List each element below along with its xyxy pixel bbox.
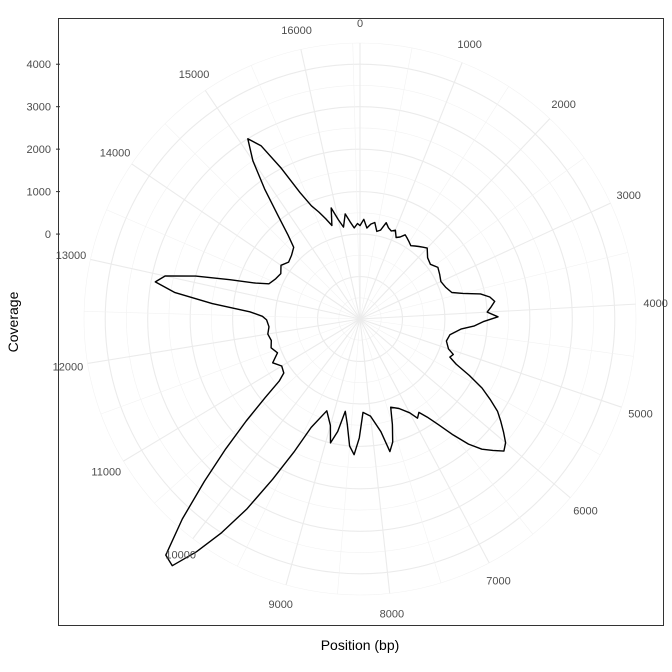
- angular-minor-gridline: [352, 43, 361, 320]
- angular-major-gridline: [359, 318, 571, 499]
- angular-major-gridline: [300, 49, 361, 320]
- angle-tick-label: 10000: [165, 550, 196, 562]
- angle-tick-label: 8000: [380, 608, 404, 620]
- angular-minor-gridline: [106, 209, 361, 320]
- angular-major-gridline: [359, 318, 490, 564]
- angular-major-gridline: [204, 90, 361, 320]
- angle-tick-label: 12000: [53, 362, 84, 374]
- radius-tick-label: 0: [45, 229, 51, 241]
- angular-minor-gridline: [359, 157, 585, 320]
- angular-major-gridline: [359, 303, 636, 320]
- angle-tick-label: 9000: [268, 599, 292, 611]
- angular-major-gridline: [123, 318, 361, 462]
- coverage-line: [154, 138, 507, 567]
- angular-minor-gridline: [337, 318, 361, 595]
- angular-minor-gridline: [359, 252, 628, 320]
- angular-minor-gridline: [359, 47, 413, 320]
- angular-major-gridline: [359, 202, 611, 320]
- tick-layer: 0 1000 2000 3000 4000 5000 6000 7000 8000 9000 100…: [27, 18, 668, 620]
- angular-minor-gridline: [250, 65, 361, 320]
- angular-major-gridline: [90, 258, 361, 320]
- angular-major-gridline: [359, 62, 463, 320]
- data-layer: [154, 138, 507, 567]
- radius-tick-label: 1000: [27, 187, 51, 199]
- angular-minor-gridline: [164, 123, 361, 320]
- angle-tick-label: 5000: [628, 409, 652, 421]
- angle-tick-label: 1000: [457, 39, 481, 51]
- angular-major-gridline: [87, 318, 361, 365]
- angle-tick-label: 4000: [643, 298, 667, 310]
- angle-tick-label: 2000: [551, 99, 575, 111]
- angle-tick-label: 3000: [616, 190, 640, 202]
- angle-tick-label: 11000: [91, 466, 121, 478]
- angular-minor-gridline: [359, 318, 442, 583]
- angular-minor-gridline: [154, 318, 361, 504]
- radius-tick-label: 4000: [27, 59, 51, 71]
- angle-tick-label: 7000: [486, 576, 510, 588]
- angle-tick-label: 0: [357, 18, 363, 30]
- angular-major-gridline: [359, 318, 622, 408]
- angular-major-gridline: [359, 118, 551, 320]
- grid-layer: [83, 42, 637, 596]
- angle-tick-label: 13000: [56, 250, 87, 262]
- radius-tick-label: 2000: [27, 144, 51, 156]
- radius-tick-label: 3000: [27, 102, 51, 114]
- angular-minor-gridline: [359, 318, 634, 357]
- angle-tick-label: 14000: [100, 148, 131, 160]
- y-axis-title: Coverage: [5, 291, 21, 352]
- angular-major-gridline: [359, 318, 391, 594]
- angle-tick-label: 15000: [179, 69, 210, 81]
- angular-minor-gridline: [100, 318, 361, 415]
- angular-minor-gridline: [359, 318, 534, 535]
- angular-major-gridline: [192, 318, 361, 539]
- angular-major-gridline: [285, 318, 361, 586]
- angle-tick-label: 6000: [573, 506, 597, 518]
- angle-tick-label: 16000: [281, 25, 312, 37]
- angular-minor-gridline: [236, 318, 361, 567]
- angular-major-gridline: [131, 163, 361, 320]
- angular-minor-gridline: [359, 86, 509, 320]
- x-axis-title: Position (bp): [321, 637, 400, 653]
- angular-minor-gridline: [84, 311, 361, 320]
- panel-border: [58, 18, 664, 626]
